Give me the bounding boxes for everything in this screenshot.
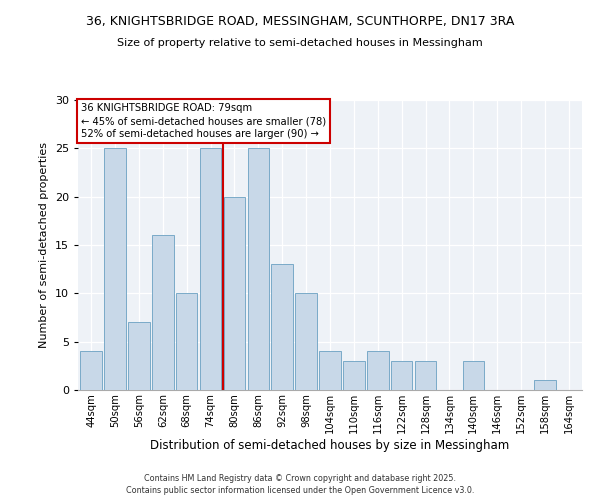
Bar [343, 361, 365, 390]
Bar [152, 236, 173, 390]
Bar [80, 352, 102, 390]
Bar [224, 196, 245, 390]
Y-axis label: Number of semi-detached properties: Number of semi-detached properties [39, 142, 49, 348]
X-axis label: Distribution of semi-detached houses by size in Messingham: Distribution of semi-detached houses by … [151, 438, 509, 452]
Bar [319, 352, 341, 390]
Bar [534, 380, 556, 390]
Bar [295, 294, 317, 390]
Text: 36, KNIGHTSBRIDGE ROAD, MESSINGHAM, SCUNTHORPE, DN17 3RA: 36, KNIGHTSBRIDGE ROAD, MESSINGHAM, SCUN… [86, 15, 514, 28]
Text: Size of property relative to semi-detached houses in Messingham: Size of property relative to semi-detach… [117, 38, 483, 48]
Text: Contains HM Land Registry data © Crown copyright and database right 2025.
Contai: Contains HM Land Registry data © Crown c… [126, 474, 474, 495]
Text: 36 KNIGHTSBRIDGE ROAD: 79sqm
← 45% of semi-detached houses are smaller (78)
52% : 36 KNIGHTSBRIDGE ROAD: 79sqm ← 45% of se… [80, 103, 326, 140]
Bar [415, 361, 436, 390]
Bar [367, 352, 389, 390]
Bar [104, 148, 126, 390]
Bar [271, 264, 293, 390]
Bar [200, 148, 221, 390]
Bar [176, 294, 197, 390]
Bar [391, 361, 412, 390]
Bar [248, 148, 269, 390]
Bar [128, 322, 149, 390]
Bar [463, 361, 484, 390]
